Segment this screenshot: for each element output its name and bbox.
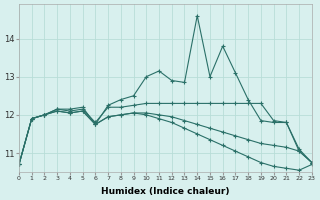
X-axis label: Humidex (Indice chaleur): Humidex (Indice chaleur): [101, 187, 230, 196]
